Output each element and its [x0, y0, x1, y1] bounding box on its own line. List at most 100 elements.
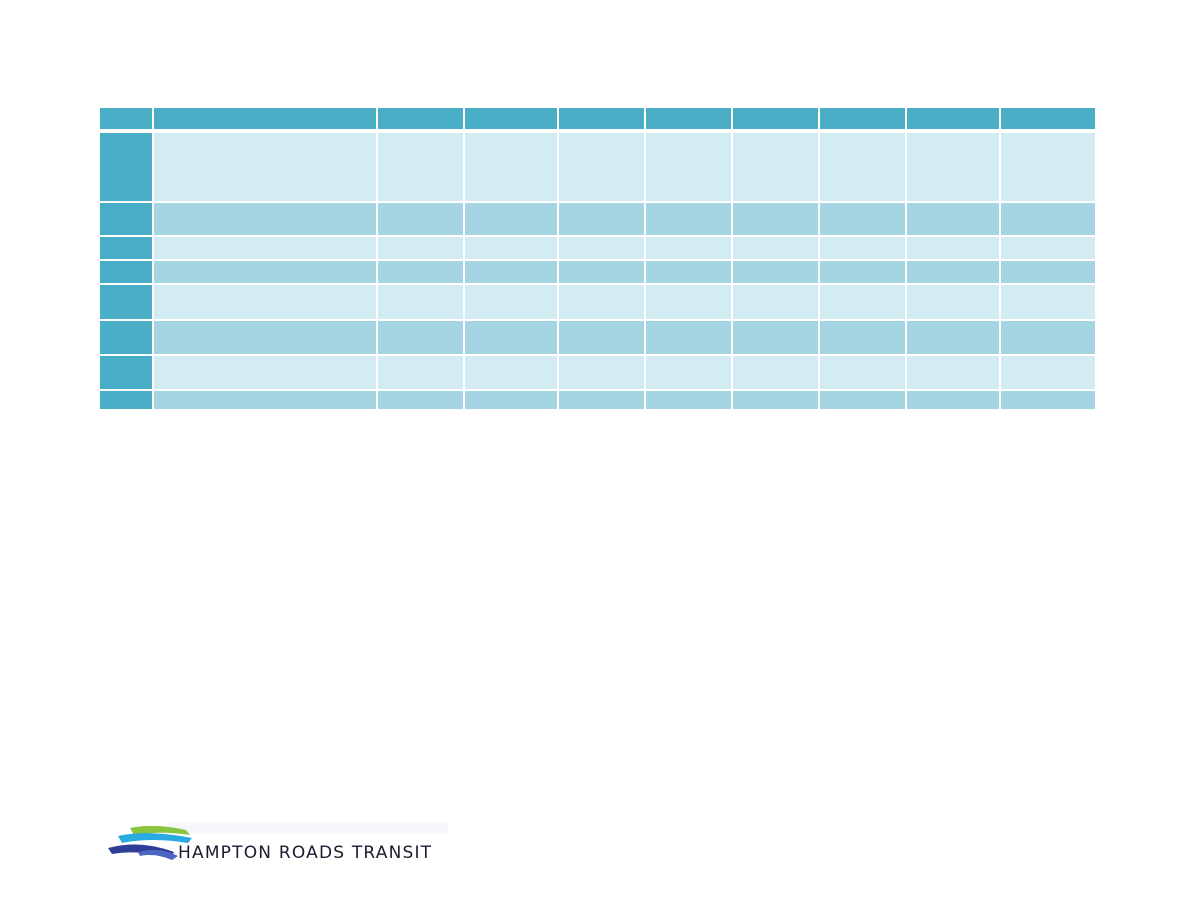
table-cell: [1001, 321, 1095, 356]
table-cell: [1001, 203, 1095, 237]
table-cell: [646, 391, 733, 411]
table-cell: [820, 391, 907, 411]
row-header-cell: [100, 261, 154, 285]
table-cell: [378, 261, 465, 285]
table-header-row: [100, 108, 1095, 133]
table-row: [100, 133, 1095, 203]
table-cell: [1001, 133, 1095, 203]
table-cell: [465, 285, 559, 321]
table-cell: [733, 285, 820, 321]
data-table: [100, 108, 1095, 411]
row-header-cell: [100, 356, 154, 391]
table-cell: [907, 203, 1001, 237]
table-cell: [646, 356, 733, 391]
table-cell: [378, 356, 465, 391]
table-cell: [559, 203, 646, 237]
table-cell: [154, 356, 378, 391]
row-header-cell: [100, 133, 154, 203]
table-cell: [907, 356, 1001, 391]
table-cell: [465, 391, 559, 411]
table-cell: [1001, 285, 1095, 321]
table-cell: [378, 133, 465, 203]
table-cell: [820, 356, 907, 391]
table-cell: [820, 133, 907, 203]
table-cell: [559, 391, 646, 411]
table-cell: [733, 391, 820, 411]
table-row: [100, 237, 1095, 261]
table-cell: [154, 203, 378, 237]
table-cell: [378, 203, 465, 237]
table-cell: [378, 321, 465, 356]
table-cell: [646, 237, 733, 261]
table-cell: [378, 237, 465, 261]
table-cell: [733, 356, 820, 391]
header-cell: [907, 108, 1001, 133]
header-cell: [733, 108, 820, 133]
table-cell: [733, 237, 820, 261]
header-cell: [1001, 108, 1095, 133]
table-cell: [465, 203, 559, 237]
table-cell: [646, 285, 733, 321]
table-row: [100, 391, 1095, 411]
row-header-cell: [100, 203, 154, 237]
table-cell: [154, 261, 378, 285]
table-row: [100, 203, 1095, 237]
table-cell: [559, 237, 646, 261]
header-cell: [646, 108, 733, 133]
table-row: [100, 356, 1095, 391]
table-cell: [559, 321, 646, 356]
table-cell: [820, 203, 907, 237]
header-cell: [100, 108, 154, 133]
table-cell: [378, 285, 465, 321]
table-cell: [1001, 237, 1095, 261]
table-cell: [465, 261, 559, 285]
table-cell: [907, 133, 1001, 203]
table-row: [100, 321, 1095, 356]
table-cell: [559, 133, 646, 203]
row-header-cell: [100, 237, 154, 261]
table-cell: [646, 203, 733, 237]
header-cell: [378, 108, 465, 133]
table-cell: [378, 391, 465, 411]
header-cell: [559, 108, 646, 133]
table-cell: [154, 133, 378, 203]
table-cell: [907, 237, 1001, 261]
table-cell: [733, 321, 820, 356]
table-row: [100, 285, 1095, 321]
table-cell: [559, 356, 646, 391]
row-header-cell: [100, 321, 154, 356]
table-cell: [907, 321, 1001, 356]
table-cell: [820, 237, 907, 261]
table-cell: [733, 133, 820, 203]
table-row: [100, 261, 1095, 285]
table-cell: [820, 261, 907, 285]
table-cell: [465, 133, 559, 203]
header-cell: [465, 108, 559, 133]
row-header-cell: [100, 391, 154, 411]
table-cell: [154, 285, 378, 321]
hrt-waves-logo-icon: [108, 822, 448, 860]
table-cell: [154, 321, 378, 356]
table-cell: [646, 133, 733, 203]
header-cell: [154, 108, 378, 133]
header-cell: [820, 108, 907, 133]
logo-text: HAMPTON ROADS TRANSIT: [178, 843, 433, 863]
table-cell: [1001, 356, 1095, 391]
row-header-cell: [100, 285, 154, 321]
table-cell: [646, 321, 733, 356]
table-cell: [465, 356, 559, 391]
data-table-container: [100, 108, 1095, 411]
table-cell: [1001, 391, 1095, 411]
table-cell: [559, 261, 646, 285]
table-cell: [465, 237, 559, 261]
table-cell: [907, 261, 1001, 285]
table-cell: [559, 285, 646, 321]
table-cell: [733, 203, 820, 237]
table-cell: [820, 285, 907, 321]
table-cell: [907, 391, 1001, 411]
table-cell: [154, 391, 378, 411]
table-cell: [1001, 261, 1095, 285]
table-cell: [733, 261, 820, 285]
table-cell: [907, 285, 1001, 321]
table-cell: [646, 261, 733, 285]
